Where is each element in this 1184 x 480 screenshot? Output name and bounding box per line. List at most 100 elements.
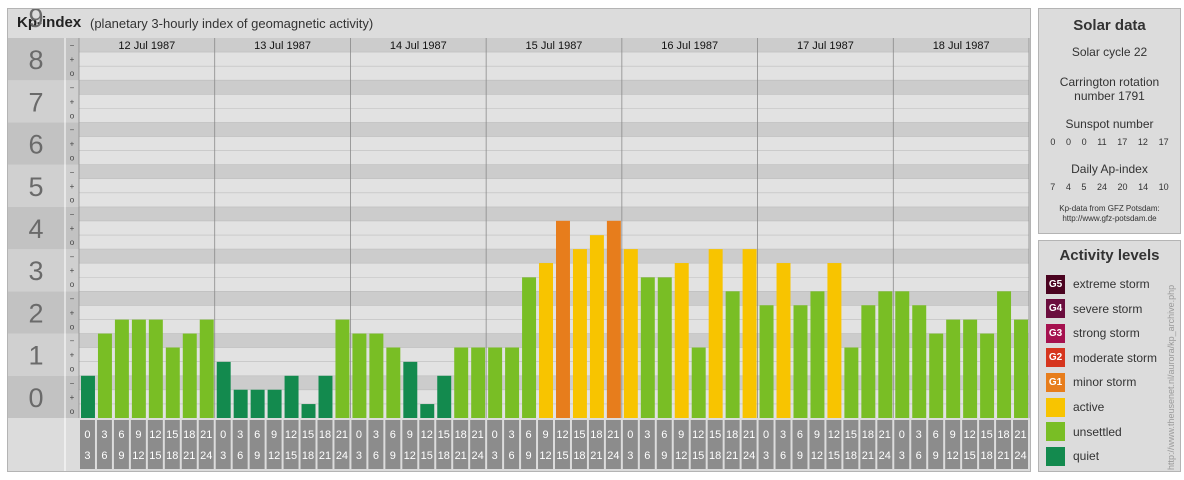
- time-cell: [266, 420, 282, 469]
- time-cell: [758, 420, 774, 469]
- time-cell: [283, 420, 299, 469]
- time-cell: [96, 420, 112, 469]
- carrington-line2: number 1791: [1074, 89, 1145, 103]
- sunspot-value: 0: [1065, 137, 1071, 147]
- chart-header: Kp-index (planetary 3-hourly index of ge…: [8, 9, 1030, 36]
- minor-tick-label: o: [70, 238, 75, 247]
- time-cell: [775, 420, 791, 469]
- time-cell: [232, 420, 248, 469]
- credit-link[interactable]: http://www.gfz-potsdam.de: [1062, 214, 1157, 223]
- interval-start-label: 21: [200, 429, 212, 441]
- kp-bar: [420, 404, 435, 418]
- kp-band-upper: [79, 291, 1029, 306]
- interval-end-label: 21: [862, 450, 874, 462]
- chart-title: Kp-index: [17, 14, 82, 31]
- interval-end-label: 15: [149, 450, 161, 462]
- time-cell: [300, 420, 316, 469]
- time-cell: [164, 420, 180, 469]
- legend-title: Activity levels: [1059, 247, 1160, 264]
- interval-start-label: 6: [525, 429, 531, 441]
- time-cell: [402, 420, 418, 469]
- kp-bar: [742, 249, 757, 418]
- interval-end-label: 6: [509, 450, 515, 462]
- time-cell: [860, 420, 876, 469]
- kp-bar: [606, 220, 621, 418]
- interval-start-label: 18: [726, 429, 738, 441]
- time-cell: [147, 420, 163, 469]
- interval-end-label: 24: [200, 450, 212, 462]
- kp-band-upper: [79, 375, 1029, 390]
- time-cell: [690, 420, 706, 469]
- time-cell: [707, 420, 723, 469]
- legend-item: G5 extreme storm: [1046, 274, 1150, 294]
- interval-start-label: 21: [472, 429, 484, 441]
- interval-end-label: 12: [268, 450, 280, 462]
- interval-start-label: 3: [509, 429, 515, 441]
- minor-tick-label: −: [70, 337, 75, 346]
- interval-start-label: 0: [492, 429, 498, 441]
- minor-tick-label: −: [70, 168, 75, 177]
- minor-tick-label: +: [70, 55, 75, 64]
- interval-end-label: 12: [404, 450, 416, 462]
- interval-start-label: 6: [661, 429, 667, 441]
- ap-value: 4: [1065, 182, 1071, 192]
- interval-end-label: 6: [644, 450, 650, 462]
- legend-label: minor storm: [1073, 375, 1137, 390]
- kp-bar: [556, 220, 570, 418]
- minor-tick-label: +: [70, 393, 75, 402]
- interval-end-label: 15: [421, 450, 433, 462]
- interval-end-label: 18: [302, 450, 314, 462]
- interval-start-label: 3: [644, 429, 650, 441]
- kp-bar: [522, 277, 537, 418]
- time-cell: [622, 420, 638, 469]
- minor-tick-label: o: [70, 322, 75, 331]
- kp-band-upper: [79, 38, 1029, 53]
- legend-item: G1 minor storm: [1046, 372, 1136, 392]
- kp-bar: [861, 305, 876, 418]
- minor-tick-label: +: [70, 266, 75, 275]
- legend-label: quiet: [1073, 449, 1100, 464]
- kp-bar: [708, 249, 723, 418]
- interval-end-label: 21: [183, 450, 195, 462]
- kp-bar: [114, 319, 129, 418]
- interval-end-label: 3: [763, 450, 769, 462]
- time-cell: [724, 420, 740, 469]
- interval-start-label: 6: [933, 429, 939, 441]
- time-cell: [215, 420, 231, 469]
- interval-start-label: 9: [950, 429, 956, 441]
- interval-start-label: 18: [183, 429, 195, 441]
- legend-label: unsettled: [1073, 424, 1122, 439]
- legend-swatch: [1046, 446, 1065, 466]
- interval-end-label: 18: [709, 450, 721, 462]
- interval-start-label: 15: [573, 429, 585, 441]
- kp-bar: [352, 333, 367, 418]
- kp-band-upper: [79, 122, 1029, 137]
- interval-end-label: 24: [879, 450, 891, 462]
- interval-start-label: 0: [220, 429, 226, 441]
- interval-end-label: 9: [390, 450, 396, 462]
- interval-start-label: 15: [709, 429, 721, 441]
- legend-swatch: G3: [1046, 323, 1065, 343]
- kp-band-upper: [79, 164, 1029, 179]
- interval-start-label: 6: [797, 429, 803, 441]
- kp-bar: [403, 361, 418, 418]
- interval-end-label: 6: [237, 450, 243, 462]
- interval-end-label: 21: [590, 450, 602, 462]
- ap-value: 20: [1117, 182, 1128, 192]
- ap-value: 14: [1138, 182, 1149, 192]
- day-label: 13 Jul 1987: [254, 40, 311, 52]
- interval-start-label: 21: [607, 429, 619, 441]
- interval-end-label: 12: [947, 450, 959, 462]
- time-cell: [419, 420, 435, 469]
- interval-start-label: 9: [678, 429, 684, 441]
- interval-end-label: 15: [964, 450, 976, 462]
- kp-bar: [1014, 319, 1028, 418]
- interval-start-label: 18: [455, 429, 467, 441]
- interval-end-label: 3: [84, 450, 90, 462]
- interval-start-label: 3: [916, 429, 922, 441]
- y-label-band: [8, 333, 79, 376]
- kp-band-upper: [79, 80, 1029, 95]
- interval-end-label: 3: [220, 450, 226, 462]
- time-cell: [385, 420, 401, 469]
